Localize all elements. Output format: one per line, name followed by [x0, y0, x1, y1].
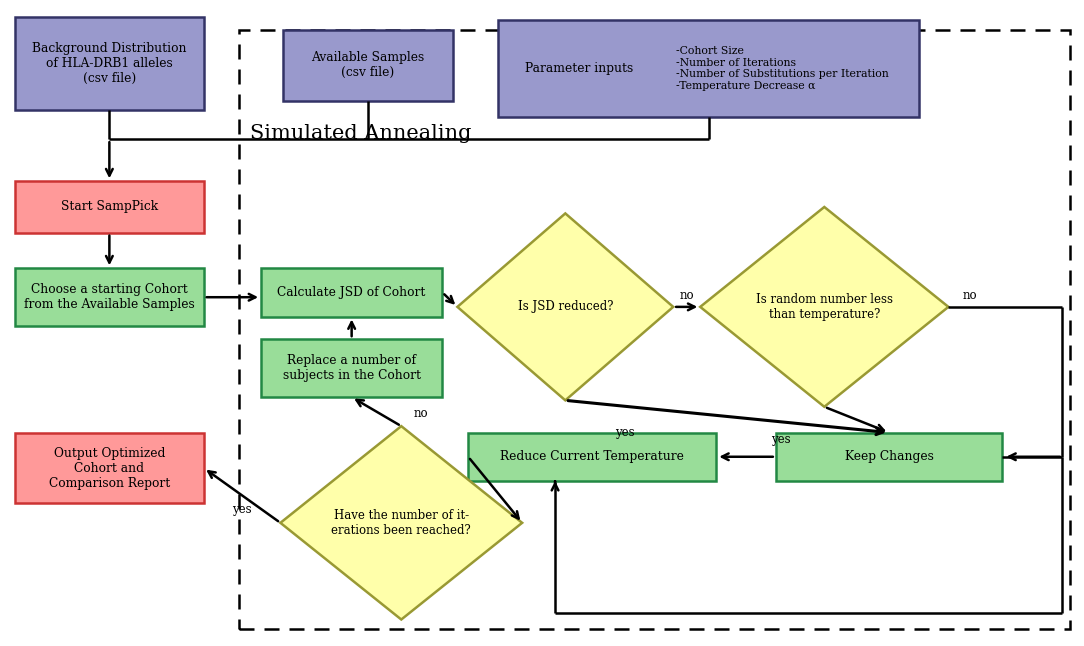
- Text: no: no: [413, 407, 428, 420]
- Bar: [261, 339, 442, 397]
- Text: Available Samples
(csv file): Available Samples (csv file): [311, 51, 425, 79]
- Bar: [15, 268, 204, 326]
- Text: Simulated Annealing: Simulated Annealing: [250, 123, 472, 143]
- Bar: [776, 433, 1003, 481]
- Text: Keep Changes: Keep Changes: [844, 450, 933, 463]
- Text: yes: yes: [232, 503, 251, 516]
- Text: Background Distribution
of HLA-DRB1 alleles
(csv file): Background Distribution of HLA-DRB1 alle…: [33, 42, 186, 85]
- Polygon shape: [700, 207, 948, 407]
- Bar: [468, 433, 717, 481]
- Bar: [240, 30, 1070, 629]
- Text: Parameter inputs: Parameter inputs: [526, 62, 633, 75]
- Text: no: no: [963, 289, 978, 302]
- Text: Replace a number of
subjects in the Cohort: Replace a number of subjects in the Coho…: [283, 354, 421, 382]
- Bar: [15, 433, 204, 503]
- Text: Have the number of it-
erations been reached?: Have the number of it- erations been rea…: [332, 509, 472, 537]
- Text: Choose a starting Cohort
from the Available Samples: Choose a starting Cohort from the Availa…: [24, 283, 195, 311]
- Text: yes: yes: [772, 433, 791, 446]
- Polygon shape: [457, 213, 673, 401]
- Text: Is random number less
than temperature?: Is random number less than temperature?: [756, 293, 893, 321]
- Polygon shape: [281, 426, 522, 620]
- Text: Output Optimized
Cohort and
Comparison Report: Output Optimized Cohort and Comparison R…: [49, 446, 170, 490]
- Text: Reduce Current Temperature: Reduce Current Temperature: [501, 450, 684, 463]
- Bar: [283, 30, 453, 101]
- Bar: [15, 181, 204, 233]
- Text: yes: yes: [615, 426, 634, 439]
- Text: no: no: [680, 289, 694, 302]
- Bar: [261, 268, 442, 317]
- Bar: [499, 20, 919, 117]
- Text: Calculate JSD of Cohort: Calculate JSD of Cohort: [278, 286, 426, 299]
- Text: Start SampPick: Start SampPick: [61, 200, 158, 213]
- Text: -Cohort Size
-Number of Iterations
-Number of Substitutions per Iteration
-Tempe: -Cohort Size -Number of Iterations -Numb…: [676, 46, 889, 91]
- Bar: [15, 17, 204, 110]
- Text: Is JSD reduced?: Is JSD reduced?: [517, 300, 614, 313]
